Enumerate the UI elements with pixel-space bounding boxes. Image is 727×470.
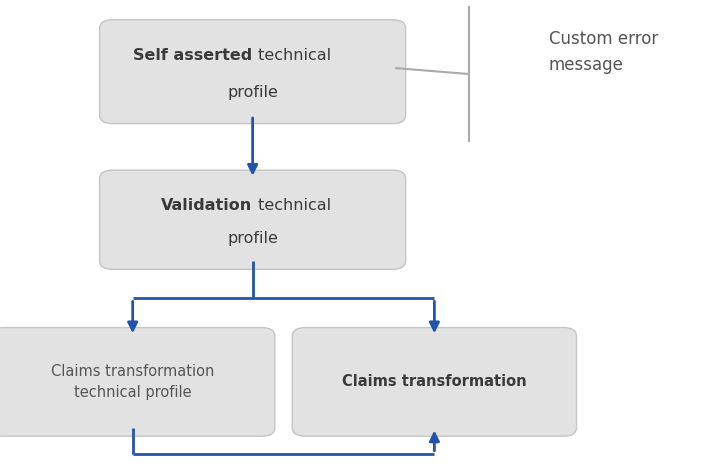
Text: Claims transformation
technical profile: Claims transformation technical profile — [51, 364, 214, 400]
FancyBboxPatch shape — [100, 170, 406, 269]
Text: profile: profile — [228, 86, 278, 100]
FancyBboxPatch shape — [0, 328, 275, 436]
Text: Claims transformation: Claims transformation — [342, 375, 526, 389]
Text: technical: technical — [253, 198, 331, 213]
Text: technical: technical — [253, 48, 331, 63]
Text: Self asserted: Self asserted — [133, 48, 253, 63]
Text: profile: profile — [228, 231, 278, 246]
Text: Custom error
message: Custom error message — [549, 30, 658, 74]
Text: Validation: Validation — [161, 198, 253, 213]
FancyBboxPatch shape — [292, 328, 577, 436]
FancyBboxPatch shape — [100, 20, 406, 124]
